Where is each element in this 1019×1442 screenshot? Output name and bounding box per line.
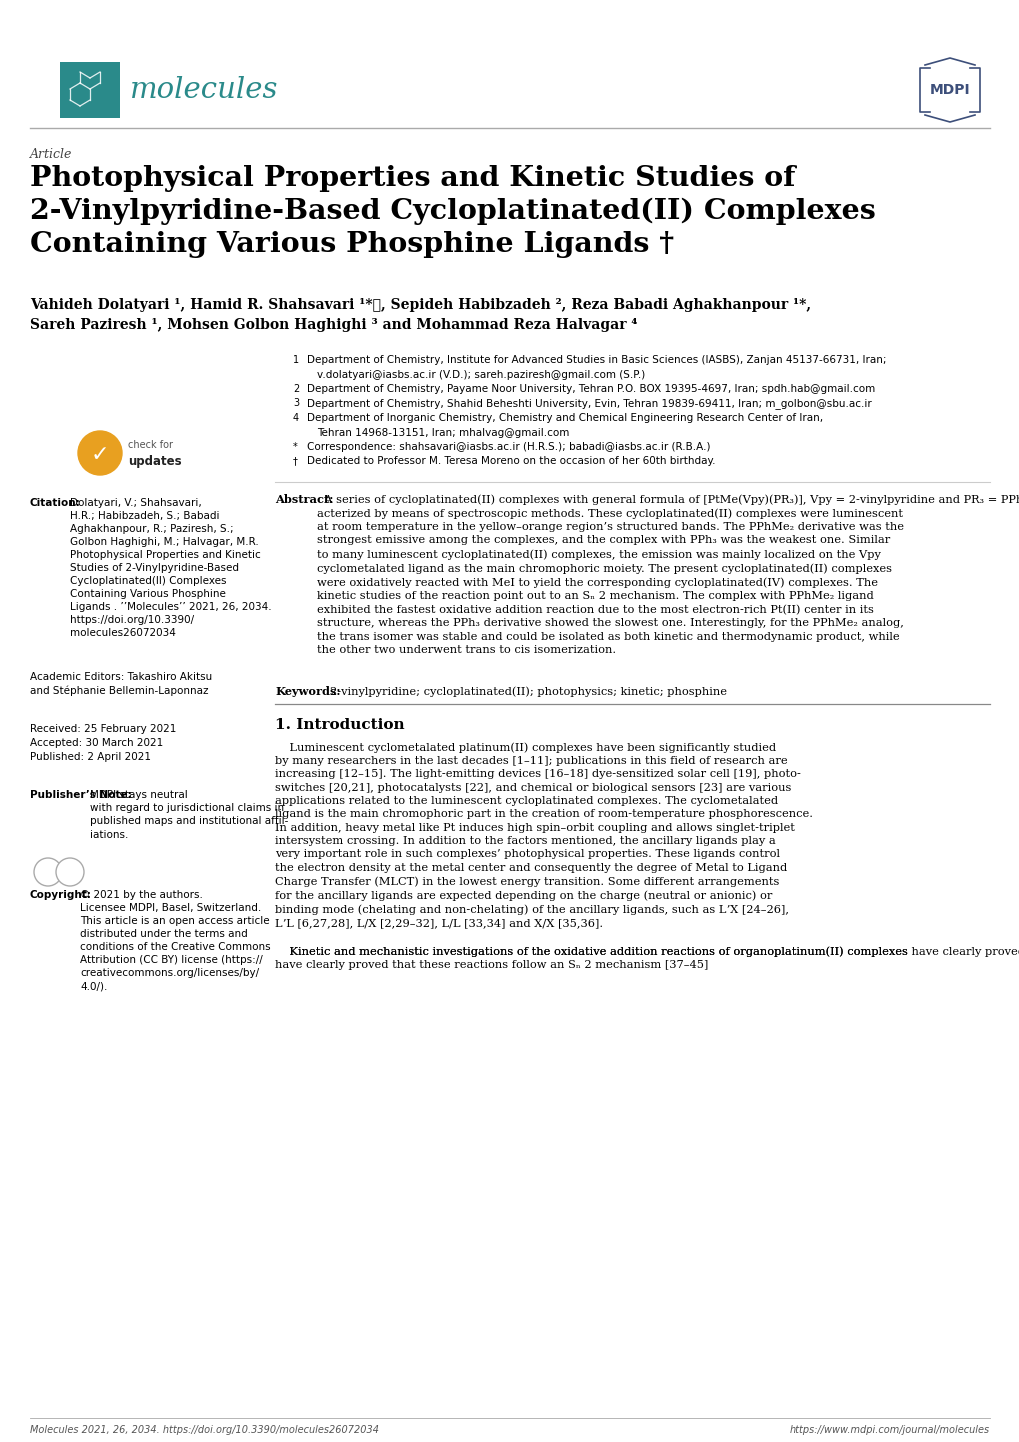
Text: cc: cc xyxy=(43,868,53,877)
Text: Vahideh Dolatyari ¹, Hamid R. Shahsavari ¹*ⓘ, Sepideh Habibzadeh ², Reza Babadi : Vahideh Dolatyari ¹, Hamid R. Shahsavari… xyxy=(30,298,810,311)
Text: © 2021 by the authors.
Licensee MDPI, Basel, Switzerland.
This article is an ope: © 2021 by the authors. Licensee MDPI, Ba… xyxy=(79,890,270,991)
Text: Department of Chemistry, Shahid Beheshti University, Evin, Tehran 19839-69411, I: Department of Chemistry, Shahid Beheshti… xyxy=(307,398,871,410)
Text: 2: 2 xyxy=(292,384,299,394)
Text: Kinetic and mechanistic investigations of the oxidative addition reactions of or: Kinetic and mechanistic investigations o… xyxy=(275,946,907,970)
Text: Keywords:: Keywords: xyxy=(275,686,340,696)
Text: Publisher’s Note:: Publisher’s Note: xyxy=(30,790,131,800)
Text: Article: Article xyxy=(30,149,72,162)
Text: Department of Chemistry, Payame Noor University, Tehran P.O. BOX 19395-4697, Ira: Department of Chemistry, Payame Noor Uni… xyxy=(307,384,874,394)
Text: Kinetic and mechanistic investigations of the oxidative addition reactions of or: Kinetic and mechanistic investigations o… xyxy=(275,946,1019,956)
Text: Luminescent cyclometalated platinum(II) complexes have been significantly studie: Luminescent cyclometalated platinum(II) … xyxy=(275,743,812,929)
Circle shape xyxy=(77,431,122,474)
Text: Tehran 14968-13151, Iran; mhalvag@gmail.com: Tehran 14968-13151, Iran; mhalvag@gmail.… xyxy=(317,427,569,437)
Text: *: * xyxy=(292,443,298,451)
Text: ∁: ∁ xyxy=(66,865,74,878)
Text: molecules: molecules xyxy=(129,76,278,104)
Text: Received: 25 February 2021
Accepted: 30 March 2021
Published: 2 April 2021: Received: 25 February 2021 Accepted: 30 … xyxy=(30,724,176,761)
Text: 1. Introduction: 1. Introduction xyxy=(275,718,405,733)
Text: ✓: ✓ xyxy=(91,446,109,464)
Text: MDPI: MDPI xyxy=(928,84,969,97)
Text: Academic Editors: Takashiro Akitsu
and Stéphanie Bellemin-Laponnaz: Academic Editors: Takashiro Akitsu and S… xyxy=(30,672,212,696)
FancyBboxPatch shape xyxy=(60,62,120,118)
Text: Department of Inorganic Chemistry, Chemistry and Chemical Engineering Research C: Department of Inorganic Chemistry, Chemi… xyxy=(307,412,822,423)
Text: Molecules 2021, 26, 2034. https://doi.org/10.3390/molecules26072034: Molecules 2021, 26, 2034. https://doi.or… xyxy=(30,1425,379,1435)
Text: https://www.mdpi.com/journal/molecules: https://www.mdpi.com/journal/molecules xyxy=(789,1425,989,1435)
Text: 3: 3 xyxy=(292,398,299,408)
Text: Abstract:: Abstract: xyxy=(275,495,333,505)
Text: v.dolatyari@iasbs.ac.ir (V.D.); sareh.paziresh@gmail.com (S.P.): v.dolatyari@iasbs.ac.ir (V.D.); sareh.pa… xyxy=(317,369,645,379)
Circle shape xyxy=(34,858,62,885)
Text: Dedicated to Professor M. Teresa Moreno on the occasion of her 60th birthday.: Dedicated to Professor M. Teresa Moreno … xyxy=(307,457,714,467)
Text: Photophysical Properties and Kinetic Studies of
2-Vinylpyridine-Based Cycloplati: Photophysical Properties and Kinetic Stu… xyxy=(30,164,875,258)
Text: †: † xyxy=(292,457,298,467)
Text: Copyright:: Copyright: xyxy=(30,890,92,900)
Circle shape xyxy=(56,858,84,885)
Text: check for: check for xyxy=(127,440,173,450)
Text: updates: updates xyxy=(127,454,181,467)
Text: Dolatyari, V.; Shahsavari,
H.R.; Habibzadeh, S.; Babadi
Aghakhanpour, R.; Pazire: Dolatyari, V.; Shahsavari, H.R.; Habibza… xyxy=(70,497,271,639)
Text: MDPI stays neutral
with regard to jurisdictional claims in
published maps and in: MDPI stays neutral with regard to jurisd… xyxy=(90,790,288,839)
Text: Sareh Paziresh ¹, Mohsen Golbon Haghighi ³ and Mohammad Reza Halvagar ⁴: Sareh Paziresh ¹, Mohsen Golbon Haghighi… xyxy=(30,319,637,332)
Text: Citation:: Citation: xyxy=(30,497,81,508)
Text: Department of Chemistry, Institute for Advanced Studies in Basic Sciences (IASBS: Department of Chemistry, Institute for A… xyxy=(307,355,886,365)
Text: 2-vinylpyridine; cycloplatinated(II); photophysics; kinetic; phosphine: 2-vinylpyridine; cycloplatinated(II); ph… xyxy=(330,686,727,696)
Text: A series of cycloplatinated(II) complexes with general formula of [PtMe(Vpy)(PR₃: A series of cycloplatinated(II) complexe… xyxy=(317,495,1019,655)
Text: 4: 4 xyxy=(292,412,299,423)
Text: 1: 1 xyxy=(292,355,299,365)
Text: Correspondence: shahsavari@iasbs.ac.ir (H.R.S.); babadi@iasbs.ac.ir (R.B.A.): Correspondence: shahsavari@iasbs.ac.ir (… xyxy=(307,443,710,451)
